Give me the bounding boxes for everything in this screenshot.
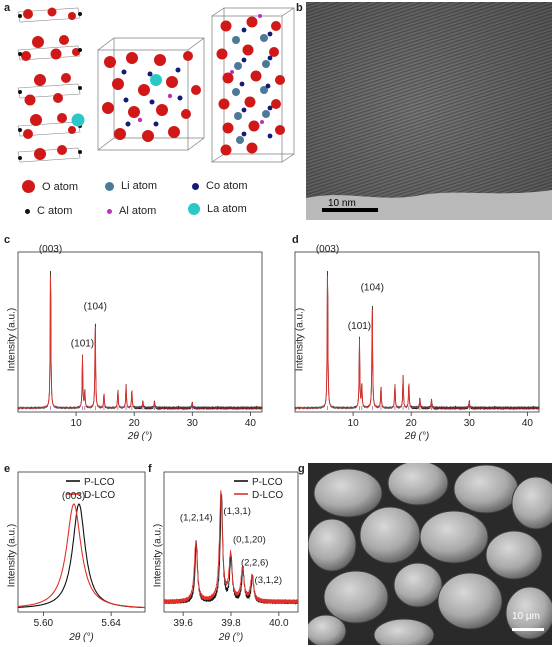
plot-frame bbox=[17, 471, 146, 613]
series-observed-line bbox=[17, 270, 263, 411]
series-observed-line bbox=[294, 270, 540, 411]
plot-frame bbox=[17, 251, 263, 413]
legend-co-atom: Co atom bbox=[192, 180, 248, 192]
panel-f-chart: 39.6 39.8 40.0 2θ (°) P-LCO D-LCO (1,2,14) (1,3… bbox=[163, 471, 299, 643]
x-axis-label: 2θ (°) bbox=[404, 431, 429, 442]
tem-image bbox=[306, 2, 552, 220]
x-tick-label: 39.6 bbox=[173, 618, 193, 629]
sem-scale-bar-label: 10 μm bbox=[512, 611, 540, 622]
lco-lithium-atoms bbox=[232, 34, 270, 144]
panel-c-letter: c bbox=[4, 234, 11, 246]
al-atom-swatch-icon bbox=[107, 208, 112, 214]
legend-al-atom: Al atom bbox=[107, 205, 156, 217]
x-tick-label: 10 bbox=[71, 418, 83, 429]
legend-la-atom: La atom bbox=[188, 203, 247, 215]
lco-oxygen-atoms bbox=[216, 16, 285, 156]
o-atom-swatch-icon bbox=[22, 180, 35, 193]
x-tick-label: 10 bbox=[348, 418, 360, 429]
legend-p-lco-label: P-LCO bbox=[84, 477, 115, 488]
panel-e-chart: 5.60 5.64 2θ (°) P-LCO D-LCO(003) bbox=[17, 471, 146, 643]
panel-a-letter: a bbox=[4, 2, 11, 14]
x-axis-label: 2θ (°) bbox=[68, 632, 93, 643]
legend-d-lco-label: D-LCO bbox=[252, 490, 283, 501]
la-atom-swatch-icon bbox=[188, 203, 200, 215]
peak-label: (2,2,6) bbox=[241, 558, 268, 569]
cubic-cobalt-atoms bbox=[121, 67, 183, 127]
c-atom-swatch-icon bbox=[25, 208, 30, 214]
x-axis-label: 2θ (°) bbox=[127, 431, 152, 442]
panel-d-chart: 10 20 30 40 2θ (°) (003) (101) (104) bbox=[294, 244, 540, 442]
lco-cobalt-atoms bbox=[239, 27, 273, 139]
panel-f-letter: f bbox=[148, 463, 152, 475]
legend-o-atom-label: O atom bbox=[42, 180, 79, 193]
legend-o-atom: O atom bbox=[22, 180, 78, 193]
series-d-lco-line bbox=[163, 490, 299, 605]
tem-scale-bar-label: 10 nm bbox=[328, 198, 356, 209]
panel-b-letter: b bbox=[296, 2, 303, 14]
legend-al-atom-label: Al atom bbox=[119, 205, 157, 217]
x-tick-label: 40 bbox=[245, 418, 257, 429]
peak-label: (1,2,14) bbox=[180, 513, 213, 524]
peak-label: (003) bbox=[39, 244, 62, 255]
panel-d-letter: d bbox=[292, 234, 299, 246]
sem-particles bbox=[308, 463, 552, 645]
co-atom-swatch-icon bbox=[192, 182, 199, 190]
panel-g-letter: g bbox=[298, 463, 305, 475]
peak-label: (1,3,1) bbox=[223, 506, 250, 517]
peak-label: (101) bbox=[348, 321, 371, 332]
crystal-structure-illustration bbox=[17, 7, 295, 163]
peak-label: (104) bbox=[361, 282, 384, 293]
panel-e-letter: e bbox=[4, 463, 11, 475]
cubic-oxygen-atoms bbox=[102, 51, 201, 142]
x-tick-label: 30 bbox=[187, 418, 199, 429]
x-tick-label: 5.64 bbox=[101, 618, 121, 629]
peak-label: (101) bbox=[71, 339, 94, 350]
peak-label: (003) bbox=[62, 491, 85, 502]
legend-c-atom: C atom bbox=[25, 205, 72, 217]
lco-aluminum-atoms bbox=[230, 14, 264, 124]
x-tick-label: 20 bbox=[129, 418, 141, 429]
sem-scale-bar bbox=[512, 628, 544, 631]
tem-scale-bar bbox=[322, 208, 378, 212]
peak-label: (104) bbox=[84, 302, 107, 313]
x-axis-label: 2θ (°) bbox=[218, 632, 243, 643]
cubic-aluminum-atoms bbox=[137, 93, 173, 123]
legend-la-atom-label: La atom bbox=[207, 203, 247, 215]
li-atom-swatch-icon bbox=[105, 181, 114, 191]
legend-li-atom: Li atom bbox=[105, 180, 157, 192]
sem-image bbox=[308, 463, 552, 645]
peak-label: (3,1,2) bbox=[255, 575, 282, 586]
x-tick-label: 40.0 bbox=[269, 618, 289, 629]
panel-c-chart: 10 20 30 40 2θ (°) (003) (101) (104) bbox=[17, 244, 263, 442]
legend-co-atom-label: Co atom bbox=[206, 180, 248, 192]
x-tick-label: 30 bbox=[464, 418, 476, 429]
layered-lanthanum-atom bbox=[71, 113, 85, 127]
peak-label: (003) bbox=[316, 244, 339, 255]
series-p-lco-line bbox=[18, 503, 145, 609]
layered-carbon-atoms bbox=[18, 12, 82, 160]
cubic-lanthanum-atom bbox=[150, 74, 162, 86]
legend-li-atom-label: Li atom bbox=[121, 180, 158, 192]
plot-frame bbox=[294, 251, 540, 413]
peak-label: (0,1,20) bbox=[233, 535, 266, 546]
legend-c-atom-label: C atom bbox=[37, 205, 73, 217]
series-d-lco-line bbox=[17, 503, 145, 608]
series-fit-line bbox=[18, 275, 262, 409]
x-tick-label: 39.8 bbox=[221, 618, 241, 629]
legend-p-lco-label: P-LCO bbox=[252, 477, 283, 488]
legend-d-lco-label: D-LCO bbox=[84, 490, 115, 501]
layered-oxygen-atoms bbox=[21, 7, 80, 160]
series-fit-line bbox=[295, 275, 539, 409]
x-tick-label: 5.60 bbox=[34, 618, 54, 629]
x-tick-label: 40 bbox=[522, 418, 534, 429]
x-tick-label: 20 bbox=[406, 418, 418, 429]
